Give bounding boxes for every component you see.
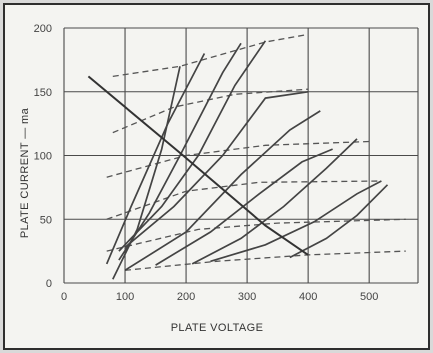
x-tick-label: 500	[360, 291, 378, 303]
plate-curve-1	[112, 66, 181, 280]
y-tick-label: 50	[40, 214, 52, 226]
plate-curve-9	[210, 180, 382, 263]
plate-curve-3	[118, 42, 242, 261]
y-tick-label: 0	[46, 278, 52, 290]
x-tick-label: 400	[299, 291, 317, 303]
plate-curve-7	[155, 148, 333, 266]
plate-characteristics-chart: 0 100 200 300 400 500 0 50 100 150 200 PLATE VOLTA…	[19, 23, 419, 334]
dashed-curve-5	[106, 218, 406, 252]
x-tick-label: 300	[238, 291, 256, 303]
chart-figure: 0 100 200 300 400 500 0 50 100 150 200 PLATE VOLTA…	[3, 3, 430, 350]
characteristic-curves	[87, 33, 406, 280]
y-tick-label: 100	[34, 151, 52, 163]
grid	[63, 27, 419, 284]
plate-curve-10	[289, 184, 389, 259]
tick-labels: 0 100 200 300 400 500 0 50 100 150 200	[34, 23, 379, 303]
y-axis-title: PLATE CURRENT — ma	[19, 107, 31, 238]
dashed-curve-1	[112, 33, 309, 78]
y-tick-label: 200	[34, 23, 52, 35]
dashed-curve-6	[124, 250, 406, 271]
y-tick-label: 150	[34, 87, 52, 99]
plate-curve-5	[124, 90, 309, 248]
plate-curve-6	[124, 110, 321, 272]
x-tick-label: 100	[116, 291, 134, 303]
plate-curve-2	[105, 53, 206, 265]
plate-curve-8	[191, 138, 358, 265]
load-line	[87, 75, 309, 256]
dashed-curve-2	[112, 88, 309, 134]
x-tick-label: 200	[177, 291, 195, 303]
dashed-curve-4	[106, 180, 382, 220]
plate-curve-4	[118, 40, 267, 252]
x-axis-title: PLATE VOLTAGE	[171, 322, 264, 334]
x-tick-label: 0	[61, 291, 67, 303]
